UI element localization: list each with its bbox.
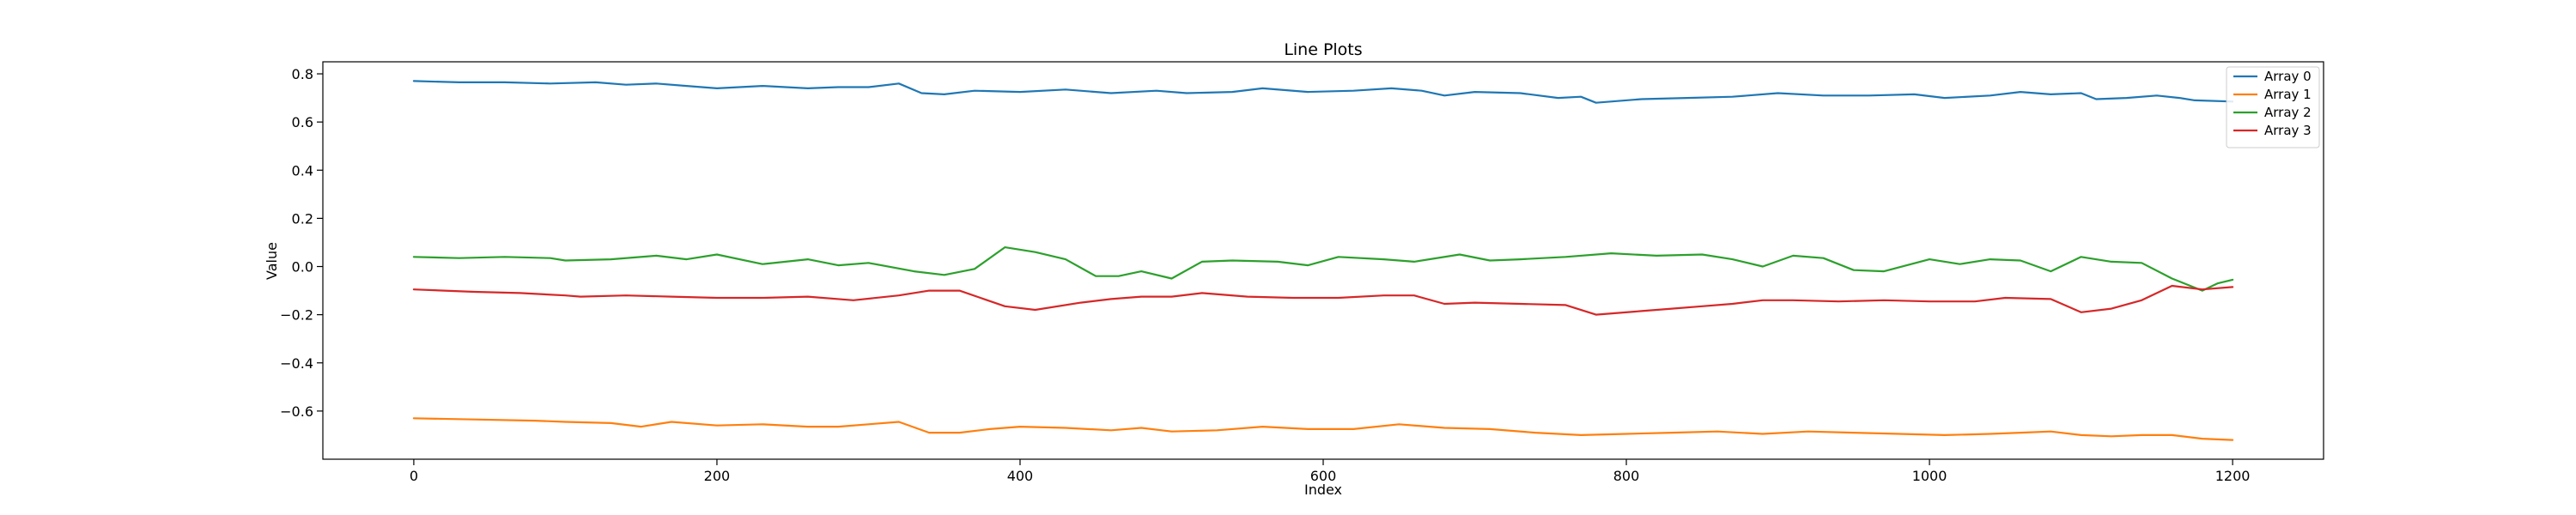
x-tick-label: 800	[1613, 468, 1640, 484]
x-tick-label: 0	[410, 468, 418, 484]
x-tick-label: 200	[704, 468, 731, 484]
x-axis: 0 200 400 600 800 1000 1200	[410, 459, 2251, 484]
series-line-2	[412, 246, 2234, 292]
legend-box	[2226, 66, 2320, 148]
x-axis-label: Index	[1304, 482, 1342, 498]
x-tick-label: 600	[1310, 468, 1337, 484]
legend-entry: Array 0	[2264, 69, 2312, 84]
series-line-0	[412, 80, 2234, 104]
legend: Array 0 Array 1 Array 2 Array 3	[2226, 66, 2320, 148]
y-tick-label: 0.0	[292, 259, 313, 276]
legend-entry: Array 3	[2264, 123, 2312, 138]
y-tick-label: 0.4	[292, 162, 313, 179]
series-group	[412, 80, 2234, 441]
y-tick-label: 0.6	[292, 114, 313, 130]
y-tick-label: −0.6	[280, 403, 313, 420]
x-tick-label: 1200	[2215, 468, 2251, 484]
series-line-1	[412, 417, 2234, 441]
legend-entry: Array 2	[2264, 105, 2312, 120]
y-axis: −0.6 −0.4 −0.2 0.0 0.2 0.4 0.6 0.8	[280, 66, 323, 420]
chart-title: Line Plots	[1284, 40, 1362, 59]
y-tick-label: 0.8	[292, 66, 313, 82]
y-tick-label: 0.2	[292, 210, 313, 227]
y-tick-label: −0.4	[280, 355, 313, 372]
series-line-3	[412, 284, 2234, 316]
y-tick-label: −0.2	[280, 307, 313, 324]
x-tick-label: 1000	[1912, 468, 1947, 484]
x-tick-label: 400	[1007, 468, 1034, 484]
legend-entry: Array 1	[2264, 87, 2312, 102]
y-axis-label: Value	[264, 242, 280, 280]
